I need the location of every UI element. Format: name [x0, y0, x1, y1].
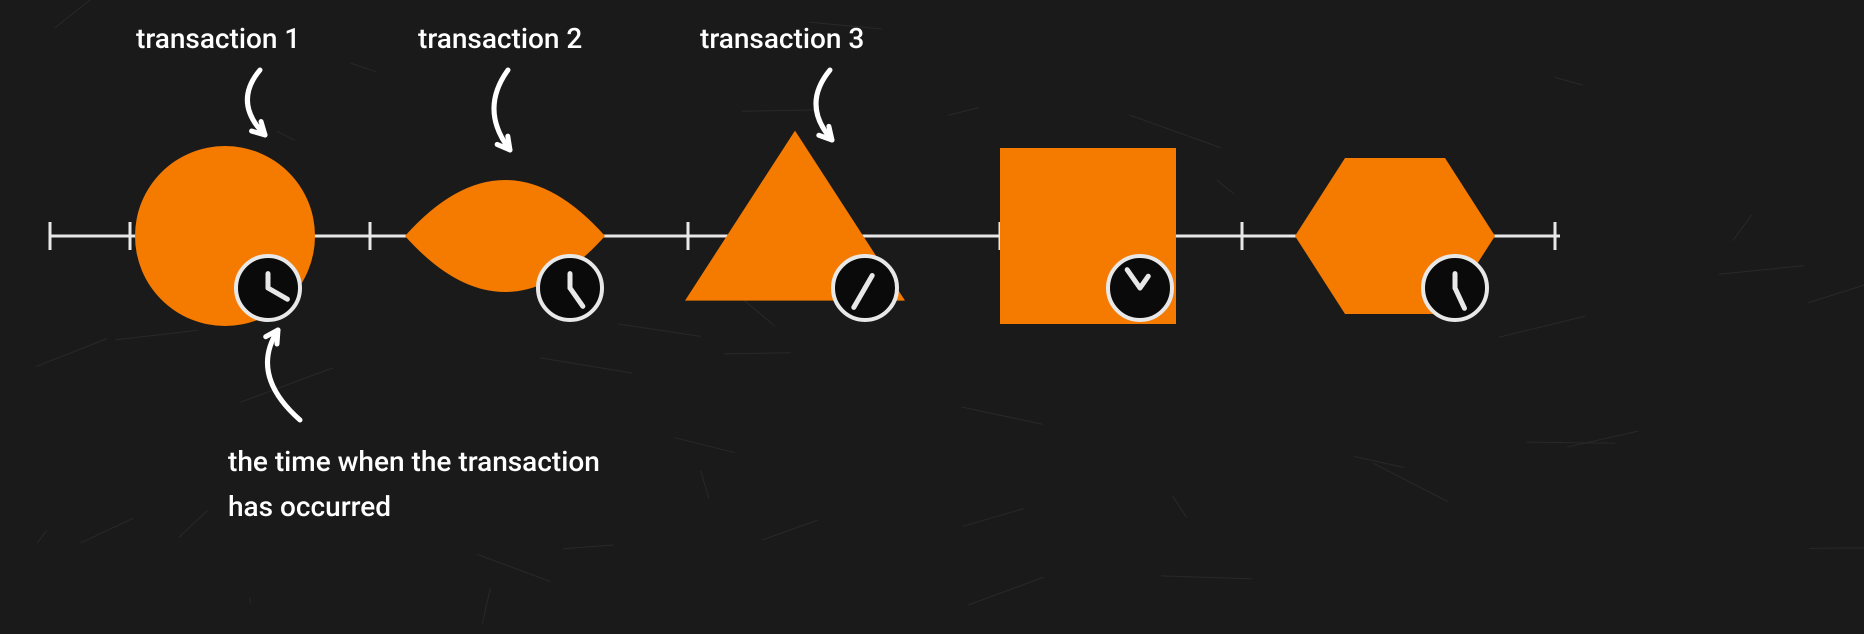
label-transaction-2: transaction 2 [418, 22, 582, 55]
clock-icon [538, 256, 602, 320]
label-transaction-1: transaction 1 [136, 22, 300, 55]
caption-time-explanation: the time when the transaction has occurr… [228, 440, 600, 530]
clock-icon [1423, 256, 1487, 320]
diagram-svg [0, 0, 1864, 634]
diagram-canvas: transaction 1 transaction 2 transaction … [0, 0, 1864, 634]
label-transaction-3: transaction 3 [700, 22, 864, 55]
clock-icon [1108, 256, 1172, 320]
clock-icon [236, 256, 300, 320]
clock-icon [833, 256, 897, 320]
